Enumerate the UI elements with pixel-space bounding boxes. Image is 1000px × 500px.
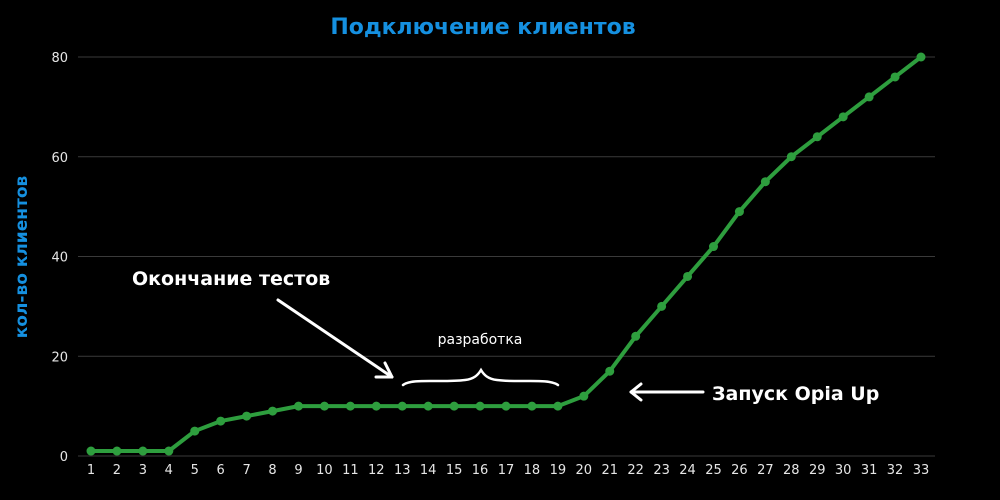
y-axis-label: кол-во клиентов xyxy=(12,175,32,338)
x-tick-label: 20 xyxy=(576,463,593,478)
x-tick-label: 10 xyxy=(316,463,333,478)
data-point xyxy=(786,152,796,162)
x-tick-label: 11 xyxy=(342,463,359,478)
x-tick-label: 26 xyxy=(731,463,748,478)
x-tick-label: 8 xyxy=(268,463,276,478)
chart-title: Подключение клиентов xyxy=(330,15,635,40)
data-point xyxy=(553,401,563,411)
data-point xyxy=(709,242,718,252)
data-point xyxy=(475,401,485,411)
arrow-launch-icon xyxy=(629,382,705,402)
x-tick-label: 3 xyxy=(139,463,147,478)
brace-development-icon xyxy=(401,367,560,387)
data-point xyxy=(812,132,822,142)
x-tick-label: 13 xyxy=(394,463,411,478)
data-point xyxy=(838,112,848,122)
data-point xyxy=(890,72,900,82)
data-point xyxy=(631,331,641,341)
data-point xyxy=(527,401,537,411)
x-tick-label: 27 xyxy=(757,463,774,478)
x-tick-label: 29 xyxy=(809,463,826,478)
data-point xyxy=(683,271,693,281)
data-point xyxy=(242,411,252,421)
data-point xyxy=(501,401,511,411)
data-point xyxy=(449,401,459,411)
y-tick-label: 20 xyxy=(51,350,68,365)
data-point xyxy=(864,92,874,102)
x-tick-label: 16 xyxy=(472,463,489,478)
y-tick-labels: 0 20 40 60 80 xyxy=(51,51,68,465)
data-point xyxy=(268,406,278,416)
x-tick-label: 15 xyxy=(446,463,463,478)
x-tick-label: 24 xyxy=(679,463,696,478)
data-point xyxy=(657,301,667,311)
x-tick-label: 2 xyxy=(113,463,121,478)
x-tick-label: 30 xyxy=(835,463,852,478)
x-tick-label: 6 xyxy=(217,463,225,478)
y-tick-label: 80 xyxy=(51,51,68,66)
annotation-development: разработка xyxy=(438,332,523,348)
x-tick-label: 31 xyxy=(861,463,878,478)
x-tick-label: 23 xyxy=(653,463,670,478)
x-tick-label: 7 xyxy=(242,463,250,478)
x-tick-label: 25 xyxy=(705,463,722,478)
data-point xyxy=(190,426,200,436)
x-tick-label: 4 xyxy=(165,463,173,478)
data-point xyxy=(164,446,174,456)
arrow-tests-end-icon xyxy=(276,298,394,379)
x-tick-label: 12 xyxy=(368,463,385,478)
y-tick-label: 40 xyxy=(51,251,68,266)
x-tick-label: 1 xyxy=(87,463,95,478)
data-point xyxy=(294,401,303,411)
x-tick-label: 5 xyxy=(191,463,199,478)
x-tick-label: 14 xyxy=(420,463,437,478)
x-tick-label: 9 xyxy=(294,463,302,478)
data-point xyxy=(397,401,407,411)
x-tick-label: 28 xyxy=(783,463,800,478)
data-point xyxy=(216,416,226,426)
x-tick-label: 18 xyxy=(524,463,541,478)
data-point xyxy=(112,446,122,456)
x-tick-label: 32 xyxy=(887,463,904,478)
y-tick-label: 0 xyxy=(60,450,68,465)
data-point xyxy=(760,177,770,187)
data-point xyxy=(319,401,329,411)
series-clients xyxy=(86,52,926,456)
x-tick-label: 22 xyxy=(627,463,644,478)
data-point xyxy=(423,401,433,411)
data-point xyxy=(138,446,148,456)
data-point xyxy=(579,391,589,401)
data-point xyxy=(371,401,381,411)
data-point xyxy=(86,446,96,456)
y-tick-label: 60 xyxy=(51,151,68,166)
x-tick-label: 21 xyxy=(601,463,618,478)
data-point xyxy=(605,366,615,376)
x-tick-label: 33 xyxy=(913,463,930,478)
annotation-tests-end: Окончание тестов xyxy=(132,268,330,290)
x-tick-labels: 1 2 3 4 5 6 7 8 9 10 11 12 13 14 15 16 17 18 19 20 21 22 23 24 2… xyxy=(87,463,929,478)
data-point xyxy=(345,401,355,411)
annotation-launch: Запуск Opia Up xyxy=(712,383,879,405)
x-tick-label: 17 xyxy=(498,463,515,478)
data-point xyxy=(916,52,926,62)
x-tick-label: 19 xyxy=(550,463,567,478)
data-point xyxy=(734,207,744,217)
